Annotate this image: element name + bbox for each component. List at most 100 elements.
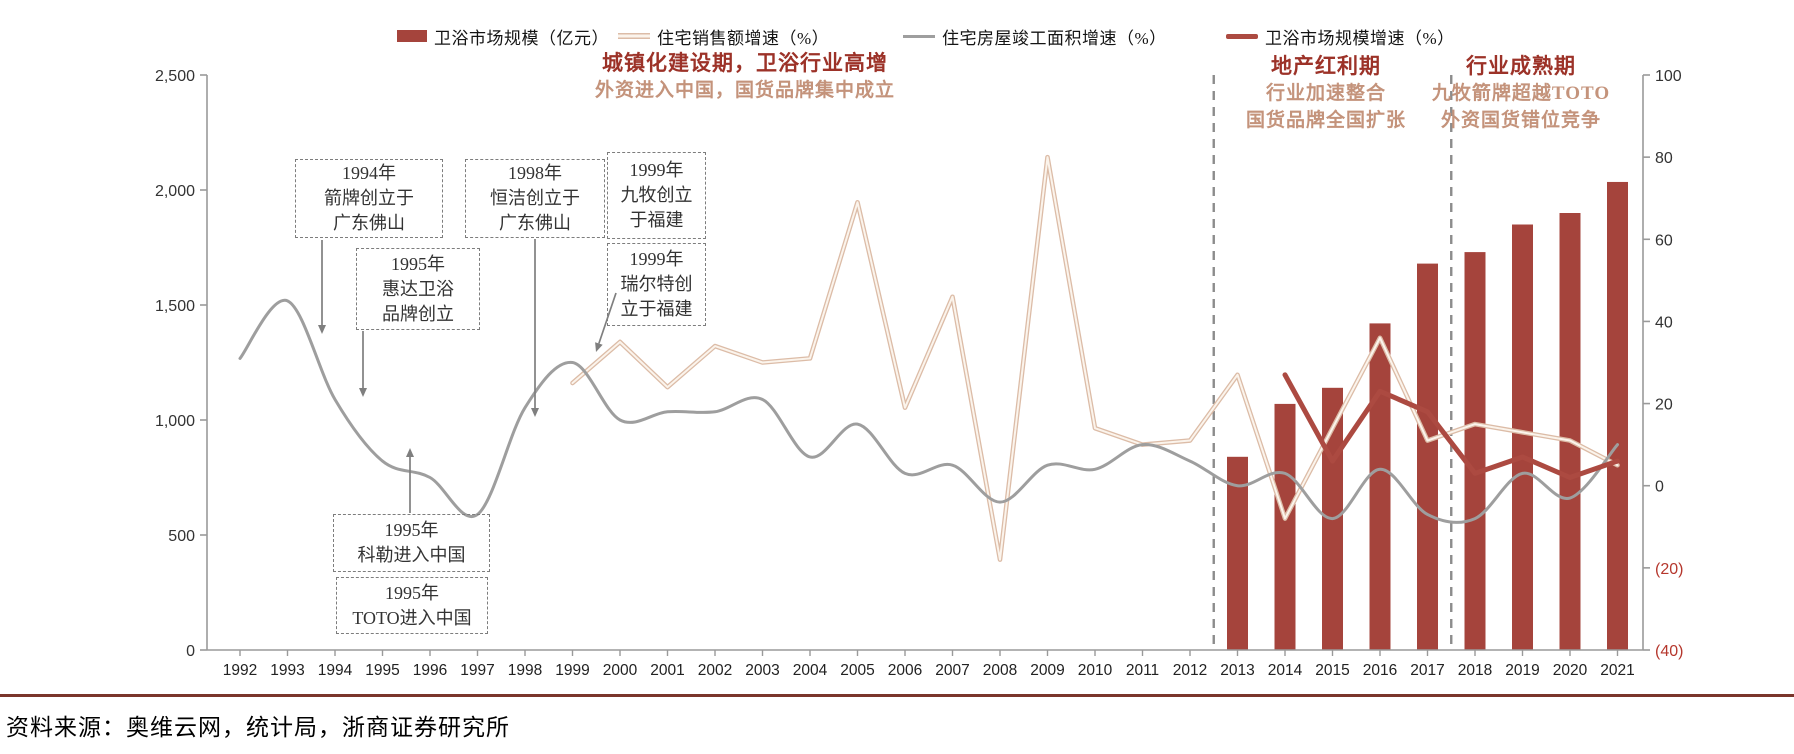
market-combo-chart: 0 500 1,000 1,500 2,000 2,500 100 80 60 40 20 0 (20)… (155, 68, 1684, 679)
annotation-line: 瑞尔特创 (620, 274, 693, 294)
period-subtitle: 国货品牌全国扩张 (1245, 110, 1407, 131)
period-subtitle: 九牧箭牌超越TOTO (1431, 83, 1611, 104)
year-label: 1993 (270, 662, 304, 679)
year-label: 2002 (698, 662, 732, 679)
year-label: 1998 (508, 662, 542, 679)
event-annotation-box: 1995年 科勒进入中国 (333, 514, 490, 572)
sales-growth-line-inner (571, 156, 1619, 561)
year-label: 2008 (983, 662, 1017, 679)
legend-item: 卫浴市场规模（亿元） (397, 27, 609, 48)
market-size-bar (1512, 224, 1533, 650)
left-axis-tick-label: 1,000 (155, 413, 195, 430)
year-label: 2009 (1030, 662, 1064, 679)
right-axis-tick-label: 0 (1655, 479, 1664, 496)
annotation-line: 1995年 (384, 520, 439, 540)
left-axis-tick-label: 2,500 (155, 68, 195, 85)
event-annotation-box: 1998年恒洁创立于广东佛山 (465, 159, 605, 238)
market-size-bar (1417, 263, 1438, 650)
legend-label: 住宅房屋竣工面积增速（%） (942, 28, 1167, 48)
left-axis-tick-label: 500 (168, 528, 195, 545)
right-axis-tick-label: (40) (1655, 643, 1683, 660)
year-label: 2003 (745, 662, 779, 679)
right-axis-tick-label: 40 (1655, 314, 1673, 331)
period-title: 城镇化建设期，卫浴行业高增 (601, 51, 888, 75)
period-subtitle: 行业加速整合 (1265, 83, 1387, 104)
year-label: 2007 (935, 662, 969, 679)
market-size-bar (1607, 181, 1628, 650)
annotation-arrowhead (595, 342, 603, 352)
year-label: 1992 (223, 662, 257, 679)
event-annotation-box: 1994年 箭牌创立于 广东佛山 (295, 159, 443, 238)
period-title: 地产红利期 (1270, 54, 1381, 78)
year-label: 2021 (1600, 662, 1634, 679)
legend-line-swatch (903, 34, 935, 38)
annotation-line: 广东佛山 (499, 213, 571, 233)
year-label: 2012 (1173, 662, 1207, 679)
annotation-line: 1995年 (391, 253, 445, 274)
annotation-line: 九牧创立 (620, 185, 693, 205)
period-subtitle: 外资进入中国，国货品牌集中成立 (594, 80, 896, 101)
market-size-bar (1559, 213, 1581, 650)
year-label: 1996 (413, 662, 447, 679)
event-annotation-box: 1995年 TOTO进入中国 (336, 577, 488, 634)
legend-item: 住宅销售额增速（%） (618, 27, 829, 48)
legend-label: 卫浴市场规模（亿元） (434, 28, 609, 48)
right-axis-tick-label: 80 (1655, 150, 1673, 167)
year-label: 1995 (365, 662, 399, 679)
right-axis-tick-label: 20 (1655, 397, 1673, 414)
left-axis-tick-label: 1,500 (155, 298, 195, 315)
event-annotation-box: 1995年 惠达卫浴 品牌创立 (356, 248, 480, 330)
year-label: 2004 (793, 662, 828, 679)
legend-thick-swatch (1226, 33, 1258, 39)
market-size-bar (1274, 403, 1296, 650)
left-axis-tick-label: 0 (186, 643, 195, 660)
market-size-bar (1227, 456, 1248, 650)
year-label: 1994 (318, 662, 353, 679)
annotation-line: 1999年 (629, 160, 684, 180)
year-label: 2013 (1220, 662, 1254, 679)
legend-bar-swatch (397, 30, 427, 42)
market-size-bar (1369, 323, 1391, 650)
completion-growth-line (238, 299, 1619, 524)
year-label: 2010 (1078, 662, 1113, 679)
sales-growth-line-outer (570, 154, 1620, 562)
event-annotation-box: 1999年 瑞尔特创 立于福建 (607, 243, 706, 326)
period-header-property-dividend: 地产红利期 行业加速整合 国货品牌全国扩张 (1246, 53, 1406, 134)
period-subtitle: 外资国货错位竞争 (1440, 110, 1601, 131)
annotation-line: 1994年 (342, 163, 396, 183)
annotation-line: 恒洁创立于 (490, 188, 580, 208)
legend-item: 卫浴市场规模增速（%） (1226, 27, 1455, 48)
market-size-bar (1464, 252, 1486, 650)
annotation-line: TOTO进入中国 (352, 607, 472, 628)
right-axis-tick-label: (20) (1655, 561, 1683, 578)
year-label: 2020 (1553, 662, 1588, 679)
year-label: 2015 (1315, 662, 1349, 679)
year-label: 2006 (888, 662, 922, 679)
annotation-arrowhead (406, 448, 414, 457)
period-header-maturity: 行业成熟期 九牧箭牌超越TOTO 外资国货错位竞争 (1432, 53, 1610, 134)
source-divider (0, 694, 1794, 697)
legend-double-swatch (618, 33, 650, 39)
year-label: 2011 (1126, 662, 1159, 679)
annotation-line: 1995年 (385, 582, 439, 603)
right-axis-tick-label: 100 (1655, 68, 1682, 85)
annotation-arrowhead (531, 408, 539, 417)
year-label: 2019 (1505, 662, 1539, 679)
year-label: 1997 (460, 662, 494, 679)
legend-label: 住宅销售额增速（%） (657, 28, 830, 48)
left-axis-tick-label: 2,000 (155, 183, 195, 200)
year-label: 2005 (840, 662, 874, 679)
legend-item: 住宅房屋竣工面积增速（%） (903, 27, 1167, 48)
period-title: 行业成熟期 (1466, 54, 1576, 78)
year-label: 2014 (1268, 662, 1303, 679)
event-annotation-box: 1999年 九牧创立 于福建 (607, 152, 706, 239)
annotation-line: 惠达卫浴 (382, 278, 454, 299)
annotation-line: 1998年 (508, 163, 562, 183)
annotation-arrowhead (359, 388, 367, 397)
market-growth-line (1282, 372, 1620, 480)
right-axis-tick-label: 60 (1655, 232, 1673, 249)
annotation-line: 箭牌创立于 (324, 188, 414, 208)
year-label: 1999 (555, 662, 589, 679)
year-label: 2001 (650, 662, 684, 679)
